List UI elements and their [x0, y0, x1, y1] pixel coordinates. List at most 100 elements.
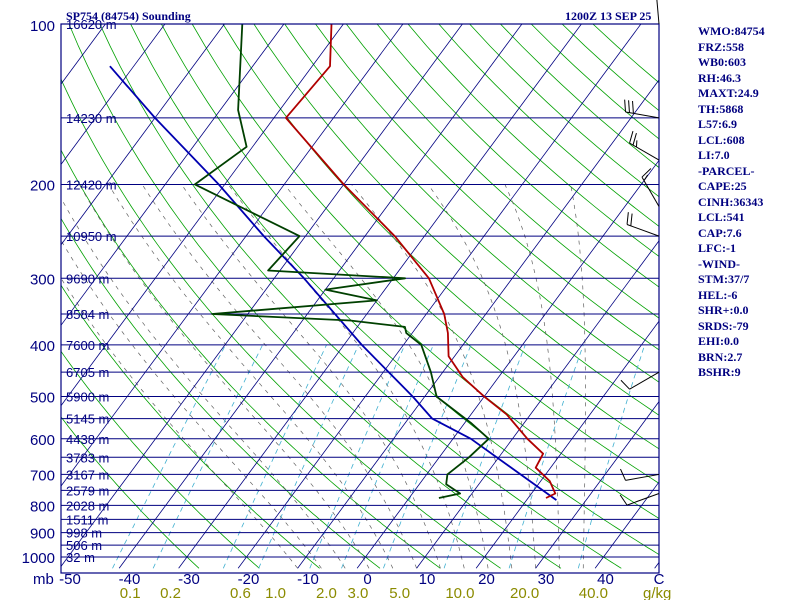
index-item: CAP:7.6 [698, 225, 742, 240]
isotherm [61, 24, 285, 326]
mixing-ratio-line [383, 344, 472, 569]
wind-barbs [619, 0, 660, 506]
pressure-tick-label: 600 [30, 432, 55, 449]
isotherm [297, 79, 659, 569]
height-label: 2579 m [66, 483, 109, 498]
wind-barb-staff [641, 176, 660, 207]
index-item: TH:5868 [698, 101, 744, 116]
isotherm [178, 24, 582, 569]
index-item: LFC:-1 [698, 241, 736, 255]
isotherm [61, 24, 344, 407]
height-label: 1511 m [66, 512, 108, 527]
sounding-profiles [109, 24, 557, 501]
pressure-tick-label: 200 [30, 177, 55, 194]
mixing-ratio-label: 0.1 [120, 585, 141, 600]
dry-adiabat [61, 350, 260, 569]
index-item: SHR+:0.0 [698, 303, 749, 317]
mixing-ratio-line [258, 344, 359, 569]
index-item: CINH:36343 [698, 194, 764, 209]
index-item: RH:46.3 [698, 70, 741, 85]
moist-adiabat [427, 184, 536, 569]
moist-adiabat [351, 184, 513, 569]
wind-barb-staff [625, 111, 660, 119]
temperature-line [285, 24, 557, 499]
wind-barb-flag [630, 213, 633, 226]
chart-grid [0, 12, 659, 569]
wind-barb-flag [641, 168, 652, 178]
moist-adiabat [79, 184, 370, 569]
isotherm [0, 12, 55, 568]
wind-barb-flag [620, 468, 626, 481]
isotherm [61, 24, 404, 487]
dry-adiabat [345, 24, 659, 319]
mixing-ratio-label: 20.0 [510, 585, 539, 600]
dry-adiabat [61, 149, 441, 569]
mixing-ratio-label: 10.0 [445, 585, 474, 600]
chart-frame [60, 23, 660, 574]
moist-adiabat [570, 184, 586, 569]
index-item: -WIND- [698, 256, 740, 271]
mixing-ratio-line [443, 344, 526, 569]
wind-barb-flag [626, 212, 629, 225]
dry-adiabat [407, 24, 659, 257]
index-item: BRN:2.7 [698, 349, 743, 364]
height-label: 5145 m [66, 412, 109, 427]
dry-adiabat [130, 24, 659, 556]
mixing-ratio-unit-label: g/kg [643, 585, 671, 600]
dry-adiabat [61, 78, 501, 569]
index-item: WMO:84754 [698, 24, 765, 38]
valid-time: 1200Z 13 SEP 25 [565, 9, 652, 23]
mixing-ratio-line [341, 344, 434, 569]
height-label: 998 m [66, 526, 102, 541]
index-item: LI:7.0 [698, 148, 730, 162]
index-item: HEL:-6 [698, 287, 738, 302]
index-item: BSHR:9 [698, 365, 741, 379]
mixing-ratio-label: 3.0 [348, 585, 369, 600]
moist-adiabat [61, 197, 346, 569]
pressure-tick-label: 100 [30, 18, 55, 35]
wind-barb-staff [629, 142, 660, 161]
mixing-ratio-label: 0.2 [160, 585, 181, 600]
dry-adiabat [315, 24, 659, 351]
pressure-unit-label: mb [33, 571, 54, 588]
plot-border [60, 23, 660, 574]
isotherm [535, 400, 659, 569]
mixing-ratio-line [112, 344, 226, 569]
temperature-tick-label: 20 [478, 571, 495, 588]
mixing-ratio-label: 0.6 [230, 585, 251, 600]
isotherm [237, 24, 642, 569]
index-item: SRDS:-79 [698, 318, 749, 333]
mixing-ratio-line [222, 344, 327, 569]
mixing-ratio-line [508, 344, 584, 569]
temperature-tick-label: -10 [297, 571, 319, 588]
mixing-ratio-line [152, 344, 263, 569]
index-item: STM:37/7 [698, 272, 750, 286]
index-item: CAPE:25 [698, 179, 747, 193]
wind-barb-flag [643, 174, 649, 181]
pressure-tick-label: 900 [30, 526, 55, 543]
height-label: 3783 m [66, 450, 109, 465]
dewpoint-line [194, 24, 490, 499]
mixing-ratio-label: 2.0 [316, 585, 337, 600]
temperature-tick-label: -40 [119, 571, 141, 588]
height-label: 32 m [66, 550, 95, 565]
height-label: 4438 m [66, 432, 109, 447]
stability-indices: WMO:84754 FRZ:558 WB0:603 RH:46.3 MAXT:24.9 T… [698, 24, 765, 381]
height-label: 2028 m [66, 498, 109, 513]
mixing-ratio-label: 1.0 [265, 585, 286, 600]
height-label: 9690 m [66, 271, 109, 286]
pressure-tick-label: 400 [30, 338, 55, 355]
moist-adiabat [228, 184, 465, 569]
temperature-tick-label: -20 [238, 571, 260, 588]
temperature-tick-label: 10 [419, 571, 436, 588]
height-label: 6705 m [66, 365, 109, 380]
wind-barb-flag [629, 131, 634, 144]
height-label: 10950 m [66, 229, 117, 244]
height-label: 7600 m [66, 338, 109, 353]
pressure-tick-label: 800 [30, 498, 55, 515]
pressure-tick-label: 300 [30, 271, 55, 288]
mixing-ratio-label: 5.0 [389, 585, 410, 600]
dry-adiabat [68, 24, 562, 569]
station-title: SP754 (84754) Sounding [66, 9, 191, 23]
